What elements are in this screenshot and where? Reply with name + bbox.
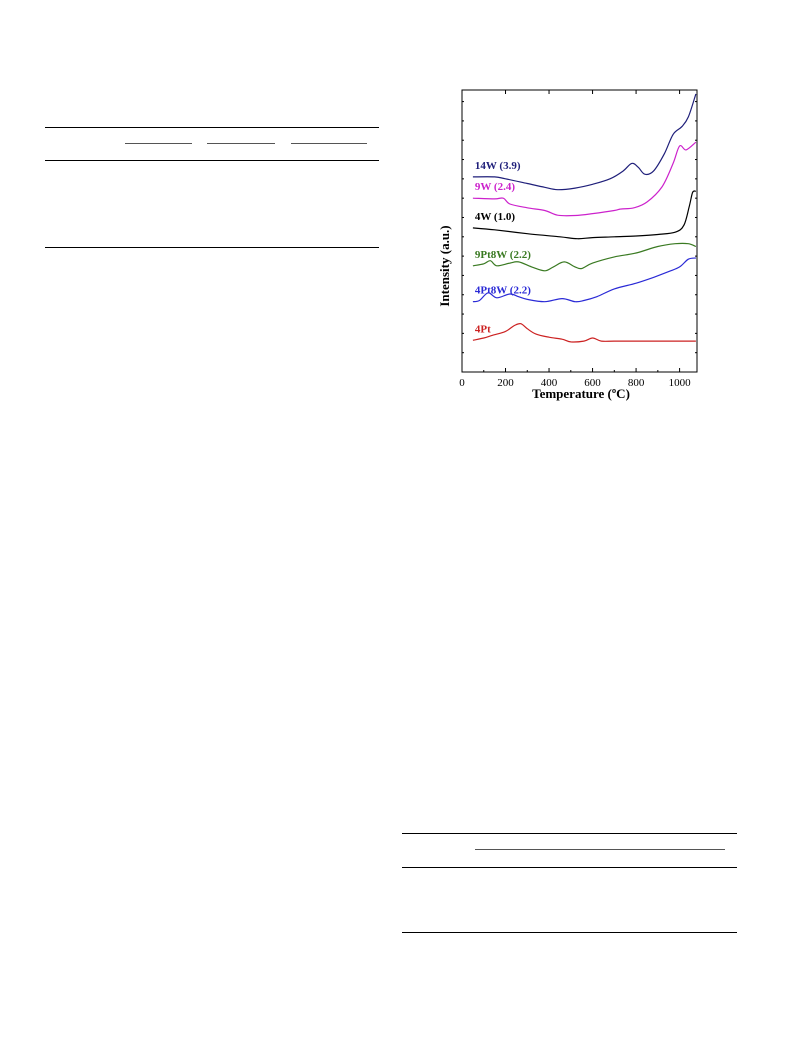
x-tick-label: 400 — [541, 377, 558, 389]
series-line — [472, 322, 696, 343]
series-line — [472, 141, 697, 217]
series-label: 4W (1.0) — [475, 211, 515, 223]
x-axis-title: Temperature (ºC) — [532, 386, 630, 401]
series-line — [472, 242, 697, 272]
series-line — [472, 93, 697, 191]
series-label: 9W (2.4) — [475, 181, 515, 193]
x-tick-label: 1000 — [669, 377, 692, 389]
series-line — [472, 257, 696, 303]
left-table-bottom-rule — [45, 247, 379, 248]
x-tick-label: 600 — [584, 377, 601, 389]
right-table-header-rule — [402, 867, 737, 868]
left-table-group-rule-2 — [207, 143, 275, 144]
right-table-group-rule — [475, 849, 725, 850]
series-line — [472, 190, 697, 240]
plot-area: 0 200 400 600 800 1000 14W (3.9) 9W (2.4) 4W (1.… — [459, 89, 698, 389]
x-tick-label: 200 — [497, 377, 514, 389]
series-label: 9Pt8W (2.2) — [475, 249, 531, 261]
left-table-header-rule — [45, 160, 379, 161]
right-table-bottom-rule — [402, 932, 737, 933]
y-axis-title: Intensity (a.u.) — [437, 225, 452, 306]
plot-frame — [461, 89, 698, 373]
left-table-group-rule-3 — [291, 143, 367, 144]
series-label: 4Pt8W (2.2) — [475, 285, 531, 297]
right-table-top-rule — [402, 833, 737, 834]
x-tick-label: 0 — [459, 377, 465, 389]
left-table-group-rule-1 — [125, 143, 192, 144]
series-label: 4Pt — [475, 323, 491, 335]
series-label: 14W (3.9) — [475, 160, 521, 172]
x-tick-label: 800 — [628, 377, 645, 389]
tpr-chart: 0 200 400 600 800 1000 14W (3.9) 9W (2.4) 4W (1.… — [437, 89, 698, 401]
left-table-top-rule — [45, 127, 379, 128]
